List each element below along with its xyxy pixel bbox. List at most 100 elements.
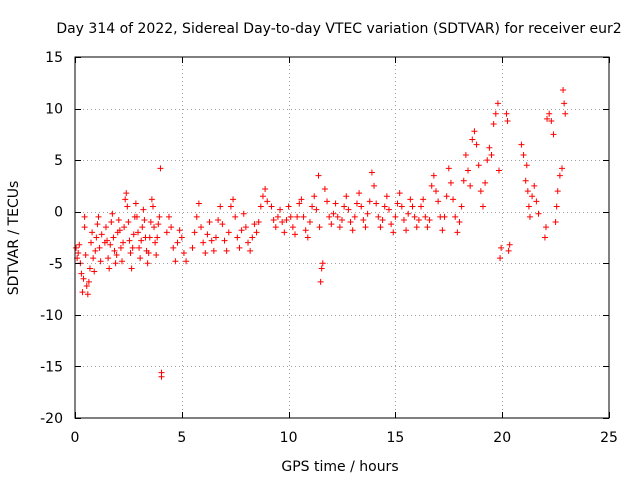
data-point [313,206,320,213]
data-point [236,244,243,251]
data-point [450,196,457,203]
data-point [400,216,407,223]
x-tick-labels: 0 5 10 15 20 25 [71,430,618,446]
data-point [174,239,181,246]
data-point [318,265,325,272]
data-point [135,229,142,236]
data-point [298,196,305,203]
data-point [230,196,237,203]
data-point [554,188,561,195]
data-point [117,244,124,251]
data-point [315,172,322,179]
data-point [467,182,474,189]
data-point [405,210,412,217]
data-point [529,193,536,200]
data-point [388,221,395,228]
data-point [157,165,164,172]
data-point [88,239,95,246]
data-point [98,231,105,238]
data-point [385,206,392,213]
data-point [86,265,93,272]
x-axis-label: GPS time / hours [281,459,398,475]
data-point [106,265,113,272]
data-point [396,190,403,197]
data-point [484,157,491,164]
data-point [379,216,386,223]
data-point [328,221,335,228]
data-point [523,162,530,169]
data-point [524,188,531,195]
y-tick-label: -5 [49,256,63,272]
data-point [95,213,102,220]
data-point [445,165,452,172]
data-point [104,237,111,244]
data-point [129,244,136,251]
data-point [435,198,442,205]
data-point [81,224,88,231]
data-point [268,203,275,210]
data-point [533,198,540,205]
data-point [351,213,358,220]
data-point [316,224,323,231]
data-point [486,144,493,151]
data-point [394,200,401,207]
data-point [79,289,86,296]
data-point [317,278,324,285]
data-point [80,275,87,282]
data-point [339,216,345,223]
data-point [149,203,156,210]
data-point [124,203,131,210]
data-point [109,210,116,217]
data-point [506,241,513,248]
data-point [475,162,482,169]
data-point [139,224,146,231]
data-point [212,234,219,241]
data-point [422,213,429,220]
data-point [180,249,187,256]
data-point [341,203,348,210]
data-point [294,213,301,220]
data-point [234,234,241,241]
data-point [403,227,410,234]
data-point [178,234,185,241]
data-point [292,231,299,238]
data-point [518,141,525,148]
data-point [255,219,262,226]
data-point [392,213,399,220]
data-point [272,224,279,231]
data-point [92,247,99,254]
data-point [443,193,450,200]
data-point [542,224,549,231]
data-point [225,229,232,236]
data-point [112,260,119,267]
data-point [156,213,163,220]
data-point [219,221,226,228]
data-point [281,229,288,236]
y-tick-label: 0 [54,205,63,221]
data-point [170,244,177,251]
data-point [259,193,266,200]
data-point [492,110,499,117]
data-point [300,213,307,220]
data-point [137,255,144,262]
data-point [356,190,363,197]
data-point [176,227,183,234]
data-point [398,203,405,210]
data-point [447,179,454,186]
x-tick-label: 15 [386,430,404,446]
tick-marks [75,57,610,419]
data-point [304,234,311,241]
data-point [343,193,350,200]
data-point [126,237,133,244]
data-point [289,224,296,231]
data-point [334,213,341,220]
data-point [430,172,437,179]
data-point [217,203,224,210]
y-tick-label: 10 [45,102,63,118]
data-point [498,244,505,251]
data-point [490,121,497,128]
data-point [413,224,420,231]
data-point [151,224,158,231]
data-point [562,110,569,117]
